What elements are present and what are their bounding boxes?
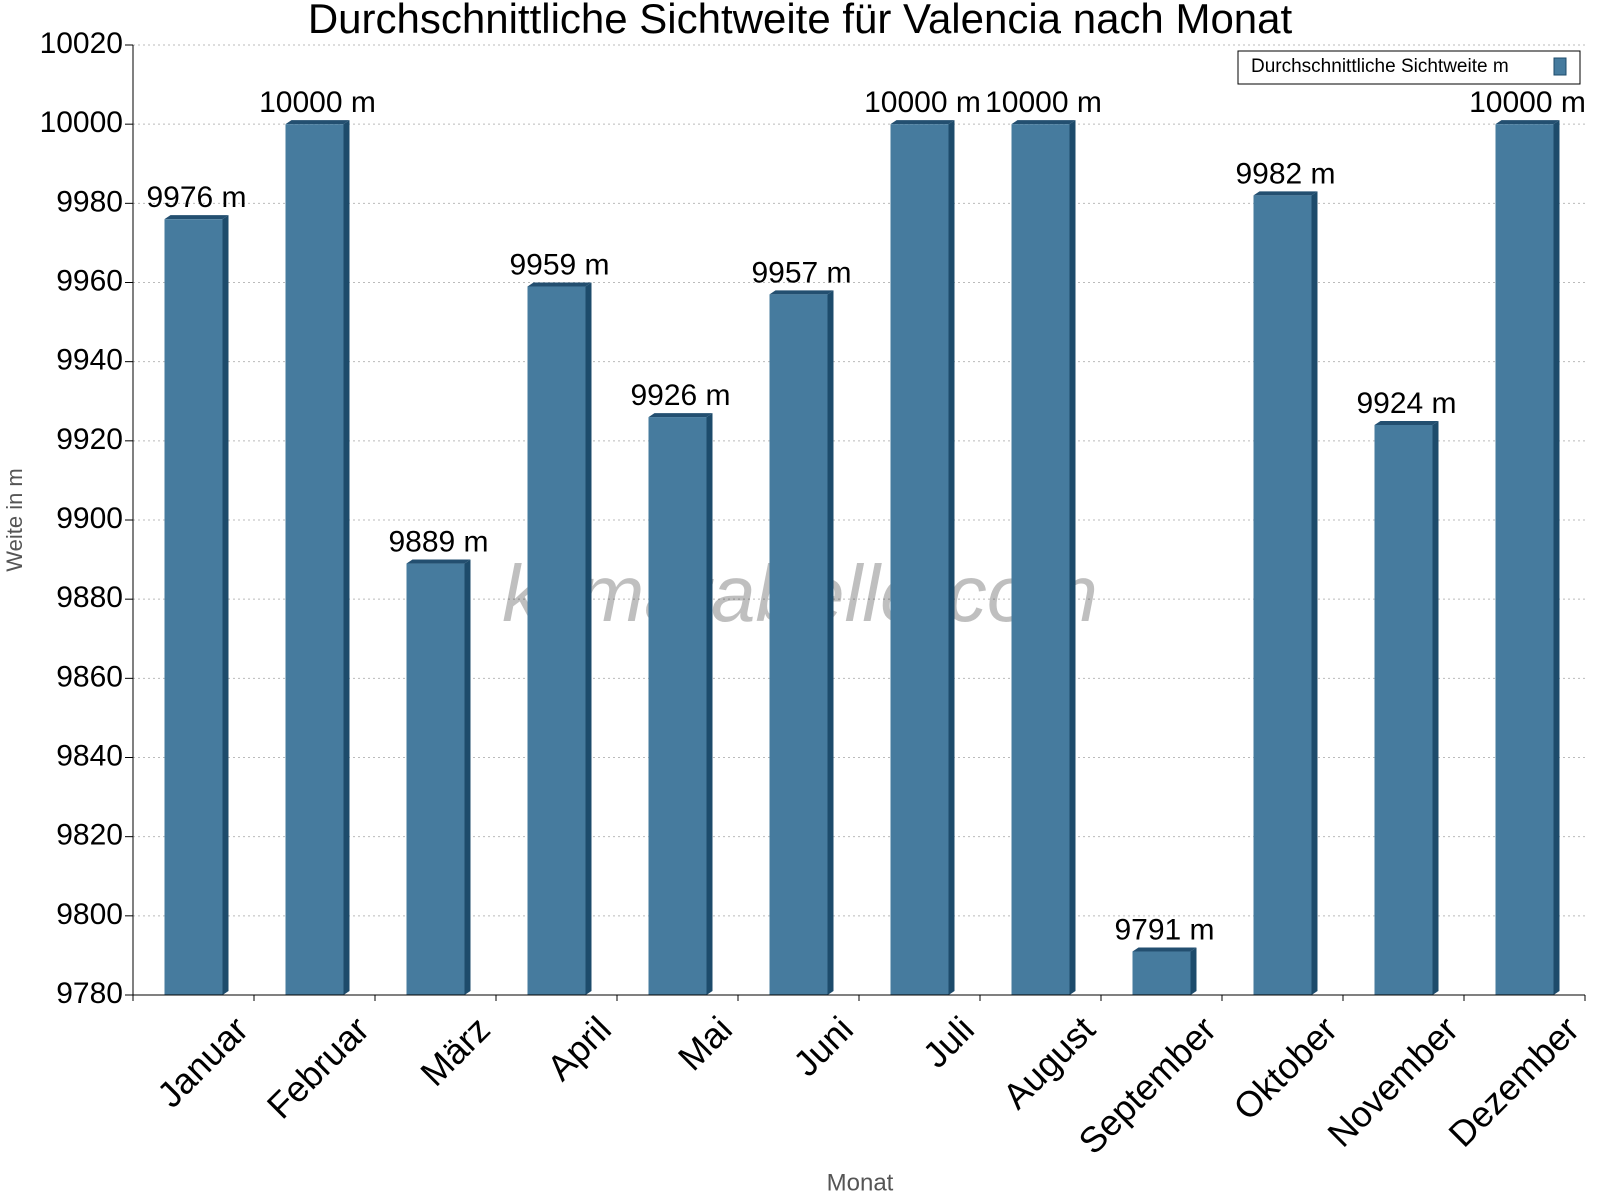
legend-box — [1237, 50, 1581, 85]
data-label: 9924 m — [1356, 387, 1456, 420]
x-tick-label: Mai — [670, 1008, 740, 1078]
y-tick-label: 10000 — [40, 106, 123, 139]
bar — [527, 286, 586, 995]
y-tick-label: 9900 — [56, 502, 123, 535]
bar-side — [827, 290, 834, 995]
x-tick-label: April — [539, 1008, 619, 1088]
bar-side — [1069, 120, 1076, 995]
bar — [1011, 124, 1070, 995]
bar — [1132, 951, 1191, 995]
bar-side — [1553, 120, 1560, 995]
data-label: 10000 m — [259, 86, 376, 119]
x-axis-label: Monat — [827, 1169, 894, 1196]
data-label: 9959 m — [509, 248, 609, 281]
bar — [648, 417, 707, 995]
bar-side — [464, 559, 471, 995]
bar-top — [285, 120, 350, 125]
legend-swatch — [1553, 57, 1567, 76]
data-label: 10000 m — [864, 86, 981, 119]
x-tick-label: März — [412, 1008, 498, 1094]
bar-top — [890, 120, 955, 125]
data-label: 9889 m — [388, 525, 488, 558]
bar-side — [948, 120, 955, 995]
x-tick-label: Juli — [915, 1008, 982, 1075]
y-tick-label: 9820 — [56, 819, 123, 852]
y-tick-label: 9880 — [56, 581, 123, 614]
x-tick-label: November — [1319, 1008, 1465, 1154]
y-tick-label: 9800 — [56, 898, 123, 931]
y-tick-label: 9920 — [56, 423, 123, 456]
bar-top — [648, 413, 713, 418]
y-tick-label: 10020 — [40, 27, 123, 60]
bar-side — [706, 413, 713, 995]
y-tick-label: 9940 — [56, 344, 123, 377]
bar-top — [1495, 120, 1560, 125]
data-label: 9957 m — [751, 256, 851, 289]
y-tick-label: 9980 — [56, 185, 123, 218]
bar-side — [1311, 191, 1318, 995]
bar-top — [1011, 120, 1076, 125]
bar-side — [1432, 421, 1439, 995]
data-label: 9926 m — [630, 379, 730, 412]
bar-top — [527, 282, 592, 287]
bar-top — [164, 215, 229, 220]
data-label: 10000 m — [1469, 86, 1586, 119]
legend-label: Durchschnittliche Sichtweite m — [1251, 56, 1509, 77]
x-tick-label: Februar — [259, 1008, 377, 1126]
bar-top — [1253, 191, 1318, 196]
bar — [890, 124, 949, 995]
bar-side — [343, 120, 350, 995]
x-tick-label: Juni — [785, 1008, 861, 1084]
data-label: 9982 m — [1235, 157, 1335, 190]
legend: Durchschnittliche Sichtweite m — [1237, 50, 1581, 85]
bar — [1374, 425, 1433, 995]
y-tick-label: 9860 — [56, 660, 123, 693]
x-tick-label: Januar — [149, 1008, 256, 1115]
bar-top — [769, 290, 834, 295]
bar-side — [1190, 947, 1197, 995]
bar — [1495, 124, 1554, 995]
x-tick-label: Oktober — [1225, 1008, 1345, 1128]
bar — [285, 124, 344, 995]
chart-title: Durchschnittliche Sichtweite für Valenci… — [308, 0, 1293, 42]
x-tick-label: August — [995, 1008, 1103, 1116]
y-tick-label: 9960 — [56, 264, 123, 297]
bar-side — [222, 215, 229, 995]
bar-top — [1374, 421, 1439, 425]
bar — [1253, 195, 1312, 995]
bar-top — [1132, 947, 1197, 952]
bar — [164, 219, 223, 995]
y-tick-label: 9780 — [56, 977, 123, 1010]
bar-side — [585, 282, 592, 995]
data-label: 9791 m — [1114, 913, 1214, 946]
bar-top — [406, 559, 471, 564]
data-label: 9976 m — [146, 181, 246, 214]
x-tick-label: Dezember — [1440, 1008, 1586, 1154]
y-tick-label: 9840 — [56, 739, 123, 772]
y-axis-label: Weite in m — [2, 468, 27, 572]
bar — [769, 294, 828, 995]
bar — [406, 563, 465, 995]
data-label: 10000 m — [985, 86, 1102, 119]
